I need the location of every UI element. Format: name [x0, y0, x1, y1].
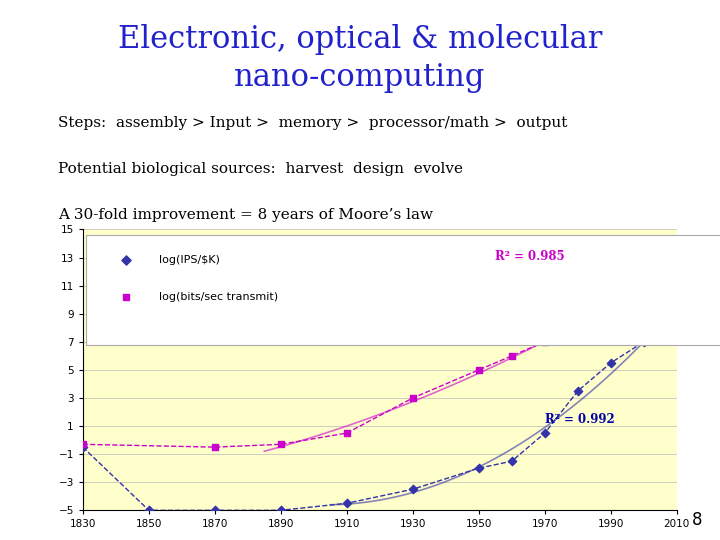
- Text: A 30-fold improvement = 8 years of Moore’s law: A 30-fold improvement = 8 years of Moore…: [58, 208, 433, 222]
- Point: [473, 366, 485, 374]
- Point: [572, 387, 584, 395]
- Point: [539, 429, 551, 437]
- Text: R² = 0.985: R² = 0.985: [495, 251, 565, 264]
- Point: [605, 359, 616, 367]
- Point: [77, 443, 89, 451]
- Point: [638, 338, 649, 346]
- Point: [275, 506, 287, 515]
- Text: R² = 0.992: R² = 0.992: [545, 413, 615, 426]
- Point: [341, 429, 353, 437]
- Point: [473, 464, 485, 472]
- Point: [407, 394, 418, 402]
- Text: nano-computing: nano-computing: [234, 62, 486, 93]
- Point: [572, 323, 584, 332]
- Point: [407, 485, 418, 494]
- Point: [143, 506, 155, 515]
- Point: [120, 256, 132, 265]
- Point: [506, 457, 518, 465]
- Point: [506, 352, 518, 360]
- Point: [341, 499, 353, 508]
- Point: [671, 309, 683, 318]
- Text: Electronic, optical & molecular: Electronic, optical & molecular: [118, 24, 602, 55]
- Text: Steps:  assembly > Input >  memory >  processor/math >  output: Steps: assembly > Input > memory > proce…: [58, 116, 567, 130]
- Text: Potential biological sources:  harvest  design  evolve: Potential biological sources: harvest de…: [58, 162, 463, 176]
- Text: log(IPS/$K): log(IPS/$K): [158, 255, 220, 265]
- Point: [209, 443, 220, 451]
- Point: [638, 295, 649, 304]
- Point: [77, 440, 89, 449]
- Point: [275, 440, 287, 449]
- Text: log(bits/sec transmit): log(bits/sec transmit): [158, 292, 278, 302]
- Point: [209, 506, 220, 515]
- Point: [605, 295, 616, 304]
- Point: [539, 338, 551, 346]
- FancyBboxPatch shape: [86, 235, 720, 345]
- Point: [120, 293, 132, 301]
- Point: [671, 253, 683, 262]
- Text: 8: 8: [691, 511, 702, 529]
